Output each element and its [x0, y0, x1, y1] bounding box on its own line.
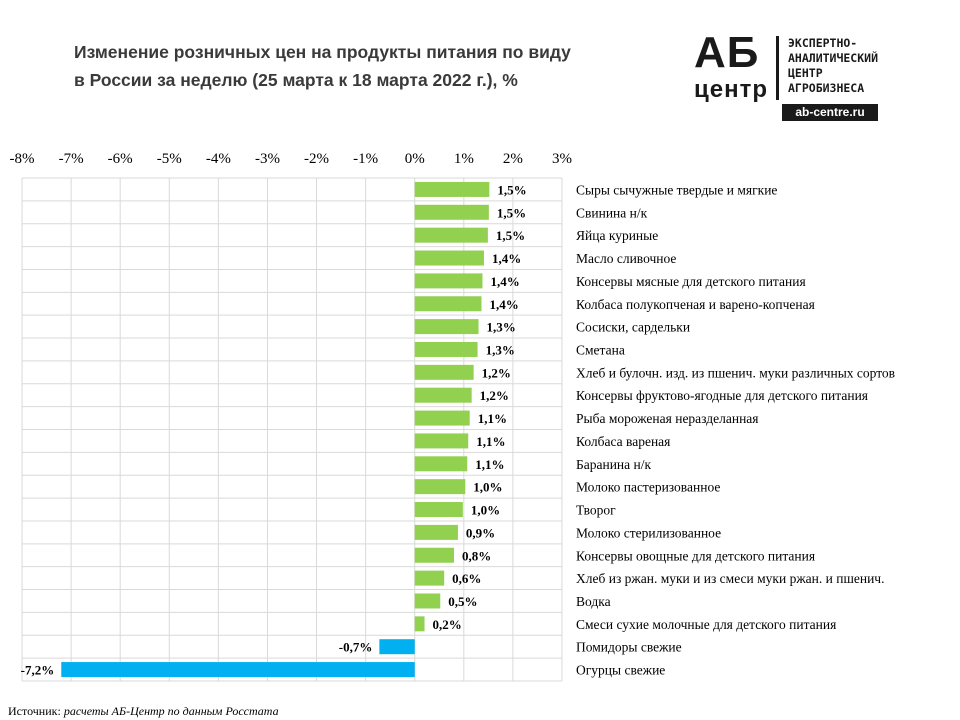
category-label: Творог: [576, 503, 616, 518]
category-label: Масло сливочное: [576, 251, 676, 266]
data-label: 0,6%: [452, 571, 481, 586]
chart-title-line1: Изменение розничных цен на продукты пита…: [74, 42, 571, 62]
x-tick-label: 1%: [454, 151, 474, 167]
category-label: Молоко стерилизованное: [576, 525, 721, 540]
logo-centr-mark: центр: [694, 76, 769, 103]
data-label: 1,3%: [487, 320, 516, 335]
x-tick-label: 2%: [503, 151, 523, 167]
data-label: 1,5%: [497, 205, 526, 220]
data-label: -7,2%: [21, 663, 55, 678]
x-tick-label: -3%: [255, 151, 280, 167]
category-label: Баранина н/к: [576, 457, 652, 472]
ab-centre-logo: АБ центр ЭКСПЕРТНО- АНАЛИТИЧЕСКИЙ ЦЕНТР …: [690, 28, 936, 122]
bar: [414, 227, 488, 243]
category-label: Хлеб и булочн. изд. из пшенич. муки разл…: [576, 365, 895, 380]
bar: [414, 273, 483, 289]
data-label: 1,1%: [476, 434, 505, 449]
data-label: 1,4%: [492, 251, 521, 266]
logo-caption: ЭКСПЕРТНО- АНАЛИТИЧЕСКИЙ ЦЕНТР АГРОБИЗНЕ…: [788, 36, 879, 95]
bar: [61, 662, 415, 678]
category-label: Колбаса вареная: [576, 434, 670, 449]
bar: [414, 319, 479, 335]
bar: [414, 479, 466, 495]
chart-bars: [61, 181, 490, 678]
source-text: расчеты АБ-Центр по данным Росстата: [63, 704, 279, 718]
bar: [414, 296, 482, 312]
data-label: 1,0%: [473, 480, 502, 495]
data-label: 1,2%: [480, 388, 509, 403]
x-tick-label: -1%: [353, 151, 378, 167]
logo-ab-mark: АБ: [694, 28, 760, 77]
category-label: Огурцы свежие: [576, 663, 665, 678]
data-label: 1,1%: [475, 457, 504, 472]
x-axis-ticks: -8% -7% -6% -5% -4% -3% -2% -1% 0% 1% 2% 3%: [10, 151, 573, 167]
category-label: Консервы овощные для детского питания: [576, 548, 815, 563]
bar: [379, 639, 415, 655]
category-label: Сметана: [576, 342, 625, 357]
data-labels: 1,5% 1,5% 1,5% 1,4% 1,4% 1,4% 1,3% 1,3% 1,2% 1,2%…: [21, 182, 527, 677]
x-tick-label: -5%: [157, 151, 182, 167]
category-label: Сосиски, сардельки: [576, 320, 690, 335]
category-label: Консервы мясные для детского питания: [576, 274, 806, 289]
source-lead: Источник:: [8, 704, 64, 718]
x-tick-label: -6%: [108, 151, 133, 167]
data-label: 0,9%: [466, 525, 495, 540]
data-label: 0,5%: [448, 594, 477, 609]
bar: [414, 570, 445, 586]
bar: [414, 181, 490, 197]
bar: [414, 547, 454, 563]
data-label: 1,4%: [490, 274, 519, 289]
bar: [414, 593, 441, 609]
category-label: Помидоры свежие: [576, 640, 682, 655]
data-label: 1,3%: [486, 342, 515, 357]
x-tick-label: -7%: [59, 151, 84, 167]
bar: [414, 433, 469, 449]
data-label: 1,2%: [482, 365, 511, 380]
logo-divider: [776, 36, 779, 100]
bar: [414, 364, 474, 380]
logo-url-badge: ab-centre.ru: [782, 104, 878, 121]
data-label: 1,5%: [497, 182, 526, 197]
data-label: 0,8%: [462, 548, 491, 563]
x-tick-label: -2%: [304, 151, 329, 167]
category-labels: Сыры сычужные твердые и мягкие Свинина н/…: [576, 182, 895, 677]
data-label: 0,2%: [433, 617, 462, 632]
chart-title-line2: в России за неделю (25 марта к 18 марта …: [74, 70, 518, 90]
category-label: Водка: [576, 594, 611, 609]
data-label: 1,0%: [471, 503, 500, 518]
source-note: Источник: расчеты АБ-Центр по данным Рос…: [8, 704, 279, 719]
category-label: Яйца куриные: [576, 228, 658, 243]
category-label: Свинина н/к: [576, 205, 648, 220]
data-label: 1,1%: [478, 411, 507, 426]
chart-title: Изменение розничных цен на продукты пита…: [74, 38, 634, 94]
category-label: Молоко пастеризованное: [576, 480, 720, 495]
bar: [414, 410, 470, 426]
data-label: 1,4%: [489, 297, 518, 312]
bar: [414, 456, 468, 472]
bar: [414, 250, 484, 266]
category-label: Консервы фруктово-ягодные для детского п…: [576, 388, 868, 403]
x-tick-label: -8%: [10, 151, 35, 167]
x-tick-label: 0%: [405, 151, 425, 167]
chart-grid: [21, 177, 563, 682]
x-tick-label: -4%: [206, 151, 231, 167]
x-tick-label: 3%: [552, 151, 572, 167]
category-label: Колбаса полукопченая и варено-копченая: [576, 297, 815, 312]
bar: [414, 524, 458, 540]
bar: [414, 341, 478, 357]
data-label: 1,5%: [496, 228, 525, 243]
category-label: Хлеб из ржан. муки и из смеси муки ржан.…: [576, 571, 884, 586]
category-label: Сыры сычужные твердые и мягкие: [576, 182, 777, 197]
bar: [414, 204, 489, 220]
data-label: -0,7%: [339, 640, 373, 655]
bar: [414, 502, 463, 518]
bar: [414, 387, 472, 403]
category-label: Смеси сухие молочные для детского питани…: [576, 617, 836, 632]
bar: [414, 616, 425, 632]
category-label: Рыба мороженая неразделанная: [576, 411, 759, 426]
